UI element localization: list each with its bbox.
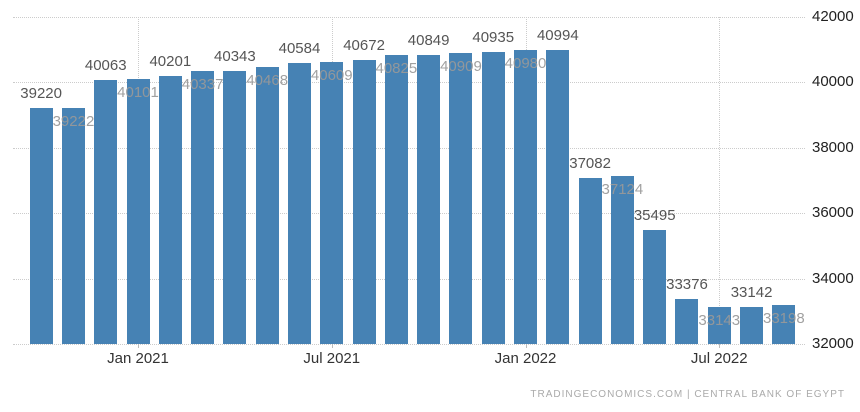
gridline bbox=[13, 147, 805, 149]
gridline bbox=[13, 344, 805, 345]
y-axis-tick-label: 40000 bbox=[812, 73, 854, 91]
bar bbox=[417, 54, 441, 344]
x-axis-tick-label: Jan 2022 bbox=[494, 350, 557, 367]
bar-value-label: 40584 bbox=[278, 40, 321, 58]
bar-value-label: 37082 bbox=[569, 154, 611, 172]
bar bbox=[514, 50, 538, 344]
bar-value-label: 40343 bbox=[214, 48, 256, 66]
bar bbox=[578, 177, 602, 344]
bar bbox=[320, 62, 344, 344]
x-axis-tick bbox=[138, 344, 140, 348]
gridline bbox=[13, 17, 805, 18]
gridline-vertical bbox=[719, 17, 721, 344]
bar bbox=[191, 71, 215, 344]
bar-value-label: 40980 bbox=[504, 55, 547, 73]
x-axis-tick bbox=[525, 344, 527, 348]
x-axis-tick bbox=[331, 344, 333, 348]
gridline bbox=[13, 82, 805, 84]
bar bbox=[740, 306, 764, 344]
bar-value-label: 33376 bbox=[666, 276, 708, 293]
bar bbox=[29, 107, 53, 344]
bar bbox=[772, 304, 796, 344]
y-axis-tick-label: 34000 bbox=[812, 269, 854, 287]
bar-value-label: 33143 bbox=[698, 311, 741, 329]
bar bbox=[610, 176, 634, 344]
bar-value-label: 40935 bbox=[472, 28, 515, 46]
bar bbox=[287, 63, 311, 344]
x-axis-tick-label: Jul 2022 bbox=[690, 350, 748, 367]
gridline bbox=[13, 278, 805, 280]
bar-value-label: 40201 bbox=[149, 52, 192, 70]
bar bbox=[223, 71, 247, 344]
bar bbox=[352, 60, 376, 344]
bar bbox=[675, 299, 699, 344]
x-axis-tick bbox=[719, 344, 721, 348]
bar-value-label: 40672 bbox=[343, 37, 385, 55]
y-axis-tick-label: 38000 bbox=[812, 138, 854, 156]
bar bbox=[255, 67, 279, 344]
bar bbox=[126, 79, 150, 344]
bar-value-label: 40101 bbox=[117, 84, 159, 102]
bar bbox=[449, 52, 473, 344]
bar-value-label: 39222 bbox=[52, 112, 95, 130]
bar-value-label: 40337 bbox=[181, 76, 224, 94]
bar bbox=[384, 55, 408, 344]
bar-value-label: 39220 bbox=[20, 84, 62, 102]
bar-value-label: 37124 bbox=[601, 181, 644, 199]
bar bbox=[94, 80, 118, 344]
gridline bbox=[13, 213, 805, 215]
bar bbox=[546, 49, 570, 344]
bar-value-label: 40825 bbox=[375, 60, 418, 78]
y-axis-tick-label: 32000 bbox=[812, 335, 854, 352]
x-axis-tick-label: Jan 2021 bbox=[107, 350, 169, 367]
x-axis-tick-label: Jul 2021 bbox=[303, 350, 361, 367]
bar-value-label: 40468 bbox=[246, 72, 289, 90]
y-axis-tick-label: 36000 bbox=[812, 204, 854, 222]
bar bbox=[481, 51, 505, 344]
bar bbox=[707, 306, 731, 344]
bar-value-label: 40909 bbox=[440, 57, 482, 75]
bar bbox=[61, 107, 85, 344]
bar bbox=[158, 75, 182, 344]
bar-value-label: 40609 bbox=[310, 67, 353, 85]
bar bbox=[643, 229, 667, 344]
bar-value-label: 33142 bbox=[730, 283, 773, 301]
bar-value-label: 40063 bbox=[84, 57, 127, 75]
source-attribution: TRADINGECONOMICS.COM | CENTRAL BANK OF E… bbox=[530, 389, 845, 400]
y-axis-tick-label: 42000 bbox=[812, 8, 854, 25]
bar-value-label: 40994 bbox=[536, 26, 579, 44]
bar-value-label: 40849 bbox=[407, 31, 450, 49]
bar-value-label: 35495 bbox=[633, 206, 676, 224]
bar-value-label: 33198 bbox=[762, 309, 805, 327]
